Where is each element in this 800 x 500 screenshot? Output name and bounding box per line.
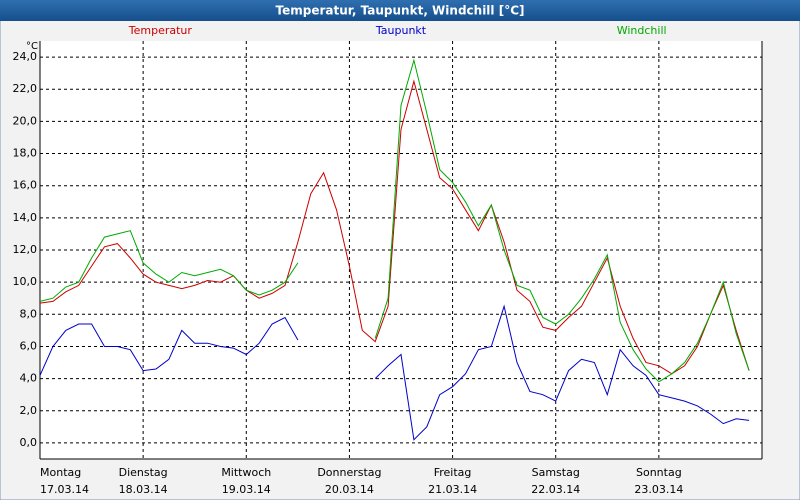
y-tick-label: 8,0 bbox=[20, 307, 38, 320]
y-tick-label: 10,0 bbox=[13, 275, 38, 288]
legend-label: Windchill bbox=[617, 24, 667, 37]
title-bar bbox=[0, 0, 800, 21]
y-tick-label: 2,0 bbox=[20, 404, 38, 417]
y-tick-label: 22,0 bbox=[13, 82, 38, 95]
legend-label: Taupunkt bbox=[375, 24, 427, 37]
y-tick-label: 16,0 bbox=[13, 179, 38, 192]
y-tick-label: 0,0 bbox=[20, 436, 38, 449]
x-tick-date: 18.03.14 bbox=[119, 483, 168, 496]
x-tick-label: Donnerstag bbox=[317, 466, 381, 479]
x-tick-label: Dienstag bbox=[119, 466, 168, 479]
series-line bbox=[39, 79, 750, 375]
x-tick-label: Samstag bbox=[532, 466, 580, 479]
y-tick-label: 12,0 bbox=[13, 243, 38, 256]
x-tick-date: 17.03.14 bbox=[40, 483, 89, 496]
series-line bbox=[39, 58, 750, 383]
x-tick-date: 19.03.14 bbox=[222, 483, 271, 496]
chart-title: Temperatur, Taupunkt, Windchill [°C] bbox=[276, 4, 525, 18]
y-tick-label: 6,0 bbox=[20, 339, 38, 352]
y-tick-label: 14,0 bbox=[13, 211, 38, 224]
y-tick-label: 4,0 bbox=[20, 372, 38, 385]
x-tick-label: Freitag bbox=[434, 466, 472, 479]
x-tick-label: Montag bbox=[40, 466, 81, 479]
x-tick-date: 23.03.14 bbox=[634, 483, 683, 496]
y-tick-label: 24,0 bbox=[13, 50, 38, 63]
x-tick-date: 21.03.14 bbox=[428, 483, 477, 496]
y-tick-label: 20,0 bbox=[13, 114, 38, 127]
legend-label: Temperatur bbox=[128, 24, 193, 37]
y-unit: °C bbox=[26, 41, 38, 52]
x-tick-date: 20.03.14 bbox=[325, 483, 374, 496]
series-line bbox=[39, 304, 750, 441]
y-tick-label: 18,0 bbox=[13, 147, 38, 160]
x-tick-date: 22.03.14 bbox=[531, 483, 580, 496]
x-tick-label: Mittwoch bbox=[221, 466, 271, 479]
x-tick-label: Sonntag bbox=[636, 466, 682, 479]
